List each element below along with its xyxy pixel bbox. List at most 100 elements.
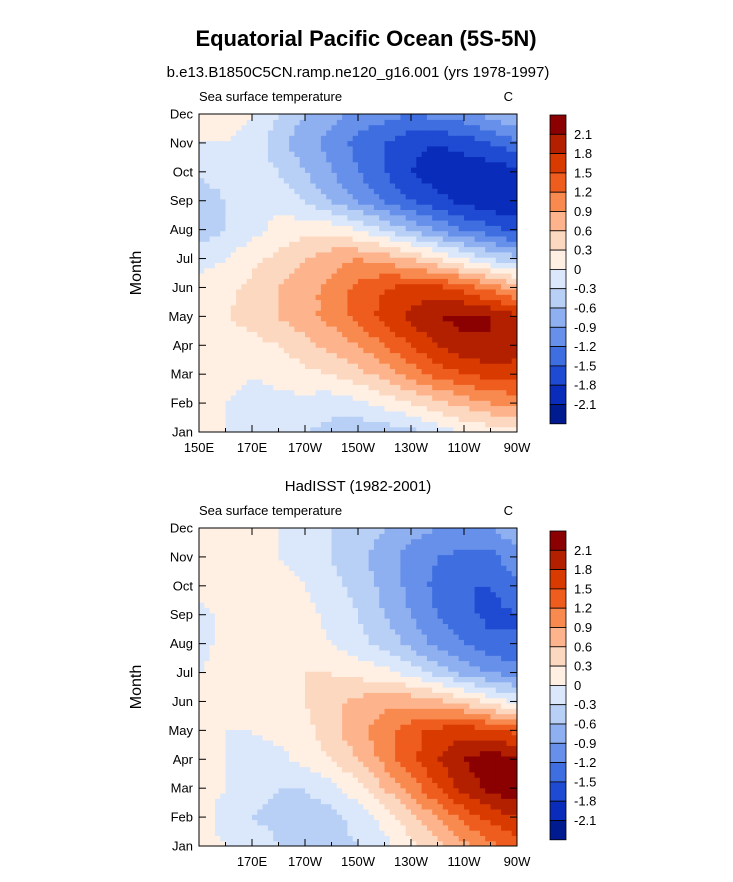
heatmap-cell: [257, 363, 264, 369]
heatmap-cell: [320, 198, 327, 205]
heatmap-cell: [246, 140, 253, 147]
heatmap-cell: [299, 341, 306, 348]
heatmap-cell: [384, 755, 391, 762]
heatmap-cell: [204, 830, 211, 836]
heatmap-cell: [373, 777, 380, 783]
heatmap-cell: [225, 288, 232, 295]
heatmap-cell: [437, 320, 444, 327]
heatmap-cell: [363, 188, 370, 195]
y-tick-label: Feb: [171, 396, 193, 411]
heatmap-cell: [426, 278, 433, 285]
heatmap-cell: [400, 209, 407, 216]
heatmap-cell: [241, 771, 248, 778]
heatmap-cell: [257, 426, 264, 432]
heatmap-cell: [262, 310, 269, 316]
heatmap-cell: [305, 803, 311, 810]
heatmap-cell: [405, 204, 412, 210]
heatmap-cell: [453, 352, 460, 359]
heatmap-cell: [506, 400, 513, 407]
heatmap-cell: [405, 761, 412, 768]
heatmap-cell: [479, 161, 486, 168]
heatmap-cell: [315, 745, 322, 752]
heatmap-cell: [283, 177, 290, 184]
heatmap-cell: [395, 824, 401, 831]
heatmap-cell: [278, 235, 285, 242]
heatmap-cell: [453, 235, 460, 242]
heatmap-cell: [358, 405, 364, 412]
heatmap-cell: [437, 363, 444, 369]
heatmap-cell: [305, 273, 311, 279]
heatmap-cell: [326, 379, 333, 385]
heatmap-cell: [426, 761, 433, 768]
heatmap-cell: [490, 835, 497, 842]
heatmap-cell: [479, 251, 486, 258]
heatmap-cell: [474, 161, 481, 168]
heatmap-cell: [230, 766, 237, 773]
heatmap-cell: [448, 341, 454, 348]
heatmap-cell: [225, 156, 232, 163]
heatmap-cell: [458, 167, 465, 173]
heatmap-cell: [421, 373, 428, 380]
heatmap-cell: [416, 161, 423, 168]
heatmap-cell: [289, 278, 295, 285]
heatmap-cell: [411, 814, 417, 821]
heatmap-cell: [363, 124, 370, 131]
heatmap-cell: [342, 304, 348, 311]
heatmap-cell: [204, 273, 211, 279]
heatmap-cell: [368, 151, 375, 157]
heatmap-cell: [490, 299, 497, 306]
heatmap-cell: [299, 273, 306, 279]
heatmap-cell: [225, 235, 232, 242]
heatmap-cell: [299, 278, 306, 285]
heatmap-cell: [474, 188, 481, 195]
heatmap-cell: [315, 220, 322, 226]
heatmap-cell: [331, 793, 338, 799]
heatmap-cell: [315, 135, 322, 142]
heatmap-cell: [395, 819, 401, 826]
heatmap-cell: [474, 384, 481, 391]
heatmap-cell: [474, 740, 481, 746]
heatmap-cell: [305, 278, 311, 285]
heatmap-cell: [416, 793, 423, 799]
heatmap-cell: [294, 214, 301, 221]
heatmap-cell: [453, 267, 460, 274]
heatmap-cell: [416, 278, 423, 285]
heatmap-cell: [495, 808, 502, 815]
heatmap-cell: [495, 299, 502, 306]
heatmap-cell: [283, 421, 290, 428]
heatmap-cell: [474, 803, 481, 810]
heatmap-cell: [405, 819, 412, 826]
heatmap-cell: [214, 267, 221, 274]
heatmap-cell: [262, 808, 269, 815]
axes: JanFebMarAprMayJunJulAugSepOctNovDec150E…: [168, 107, 531, 456]
heatmap-cell: [400, 167, 407, 173]
heatmap-cell: [437, 357, 444, 364]
heatmap-cell: [405, 161, 412, 168]
heatmap-cell: [204, 214, 211, 221]
heatmap-cell: [326, 241, 333, 248]
heatmap-cell: [294, 198, 301, 205]
heatmap-cell: [262, 782, 269, 789]
heatmap-cell: [421, 151, 428, 157]
heatmap-cell: [469, 341, 476, 348]
heatmap-cell: [225, 140, 232, 147]
heatmap-cell: [336, 326, 343, 332]
heatmap-cell: [352, 278, 359, 285]
heatmap-cell: [352, 204, 359, 210]
heatmap-cell: [262, 288, 269, 295]
heatmap-cell: [379, 151, 386, 157]
heatmap-cell: [395, 405, 401, 412]
heatmap-cell: [448, 394, 454, 401]
heatmap-cell: [204, 803, 211, 810]
heatmap-cell: [358, 299, 364, 306]
heatmap-cell: [209, 129, 216, 136]
heatmap-cell: [411, 341, 417, 348]
heatmap-cell: [320, 156, 327, 163]
heatmap-cell: [225, 198, 232, 205]
heatmap-cell: [474, 771, 481, 778]
heatmap-cell: [331, 745, 338, 752]
heatmap-cell: [305, 182, 311, 189]
heatmap-cell: [273, 341, 280, 348]
heatmap-cell: [395, 209, 401, 216]
heatmap-cell: [305, 114, 311, 120]
